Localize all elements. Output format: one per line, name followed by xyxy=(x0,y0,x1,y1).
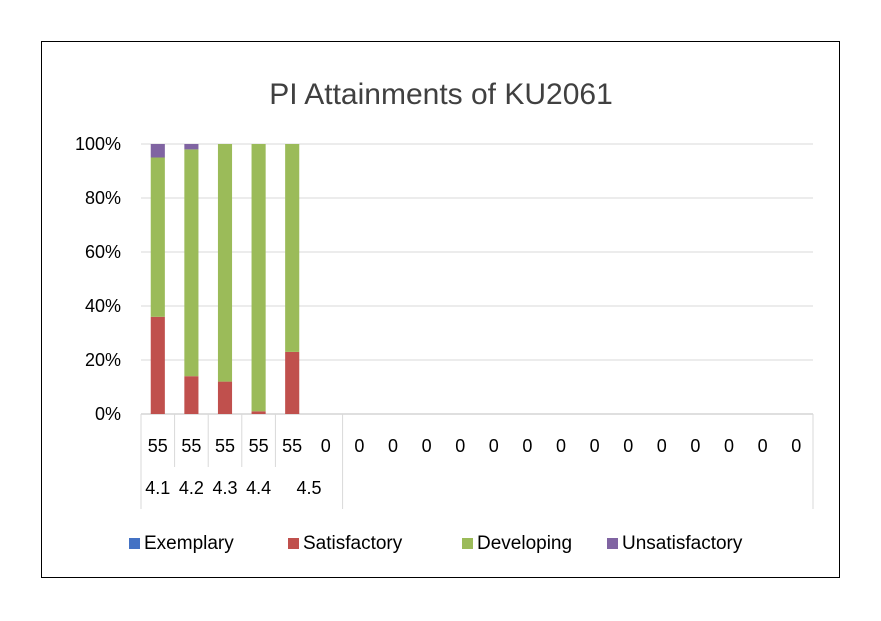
category-label: 0 xyxy=(623,436,633,456)
bar-unsatisfactory xyxy=(150,144,165,158)
category-label: 0 xyxy=(489,436,499,456)
bar-satisfactory xyxy=(150,316,165,414)
bar-developing xyxy=(217,144,233,382)
category-label: 0 xyxy=(354,436,364,456)
y-tick-label: 20% xyxy=(85,350,121,370)
group-label: 4.2 xyxy=(179,478,204,498)
category-label: 55 xyxy=(282,436,302,456)
legend-swatch-unsatisfactory xyxy=(607,538,618,549)
bar-developing xyxy=(150,157,165,317)
legend-label-unsatisfactory: Unsatisfactory xyxy=(622,533,743,554)
bar-unsatisfactory xyxy=(184,144,199,150)
legend-swatch-satisfactory xyxy=(288,538,299,549)
group-label: 4.3 xyxy=(212,478,237,498)
category-label: 0 xyxy=(522,436,532,456)
legend-swatch-exemplary xyxy=(129,538,140,549)
category-label: 0 xyxy=(690,436,700,456)
category-label: 55 xyxy=(148,436,168,456)
group-label: 4.5 xyxy=(296,478,321,498)
category-label: 0 xyxy=(657,436,667,456)
category-label: 0 xyxy=(455,436,465,456)
bar-satisfactory xyxy=(217,381,233,414)
x-axis: 55 55 55 55 55 0 0 0 0 0 0 0 0 0 0 0 0 0 0 0 4.1 4.2 4.3 4.4 4.5 xyxy=(140,414,814,509)
category-label: 0 xyxy=(422,436,432,456)
category-label: 55 xyxy=(249,436,269,456)
bar-developing xyxy=(184,149,199,377)
category-label: 0 xyxy=(556,436,566,456)
bar-satisfactory xyxy=(285,351,300,414)
category-label: 0 xyxy=(321,436,331,456)
legend-swatch-developing xyxy=(462,538,473,549)
y-tick-label: 40% xyxy=(85,296,121,316)
bar-satisfactory xyxy=(184,376,199,414)
category-label: 0 xyxy=(590,436,600,456)
category-label: 0 xyxy=(724,436,734,456)
legend: Exemplary Satisfactory Developing Unsatisfa… xyxy=(129,533,743,554)
chart-svg: PI Attainments of KU2061 0% 20% 40% 60% 80% 1… xyxy=(75,78,814,554)
legend-label-satisfactory: Satisfactory xyxy=(303,533,403,554)
category-label: 0 xyxy=(791,436,801,456)
category-label: 55 xyxy=(215,436,235,456)
group-label: 4.4 xyxy=(246,478,271,498)
category-label: 0 xyxy=(388,436,398,456)
y-tick-label: 0% xyxy=(95,404,121,424)
bars xyxy=(150,144,300,414)
legend-label-developing: Developing xyxy=(477,533,572,554)
bar-developing xyxy=(251,144,266,412)
y-tick-label: 100% xyxy=(75,134,121,154)
y-tick-label: 80% xyxy=(85,188,121,208)
legend-label-exemplary: Exemplary xyxy=(144,533,234,554)
chart-frame: PI Attainments of KU2061 0% 20% 40% 60% 80% 1… xyxy=(41,41,840,578)
bar-satisfactory xyxy=(251,411,266,414)
chart-title: PI Attainments of KU2061 xyxy=(269,78,613,111)
y-tick-label: 60% xyxy=(85,242,121,262)
group-label: 4.1 xyxy=(145,478,170,498)
category-label: 55 xyxy=(181,436,201,456)
bar-developing xyxy=(285,144,300,352)
y-axis-ticks: 0% 20% 40% 60% 80% 100% xyxy=(75,134,121,424)
category-label: 0 xyxy=(758,436,768,456)
gridlines xyxy=(141,143,813,415)
